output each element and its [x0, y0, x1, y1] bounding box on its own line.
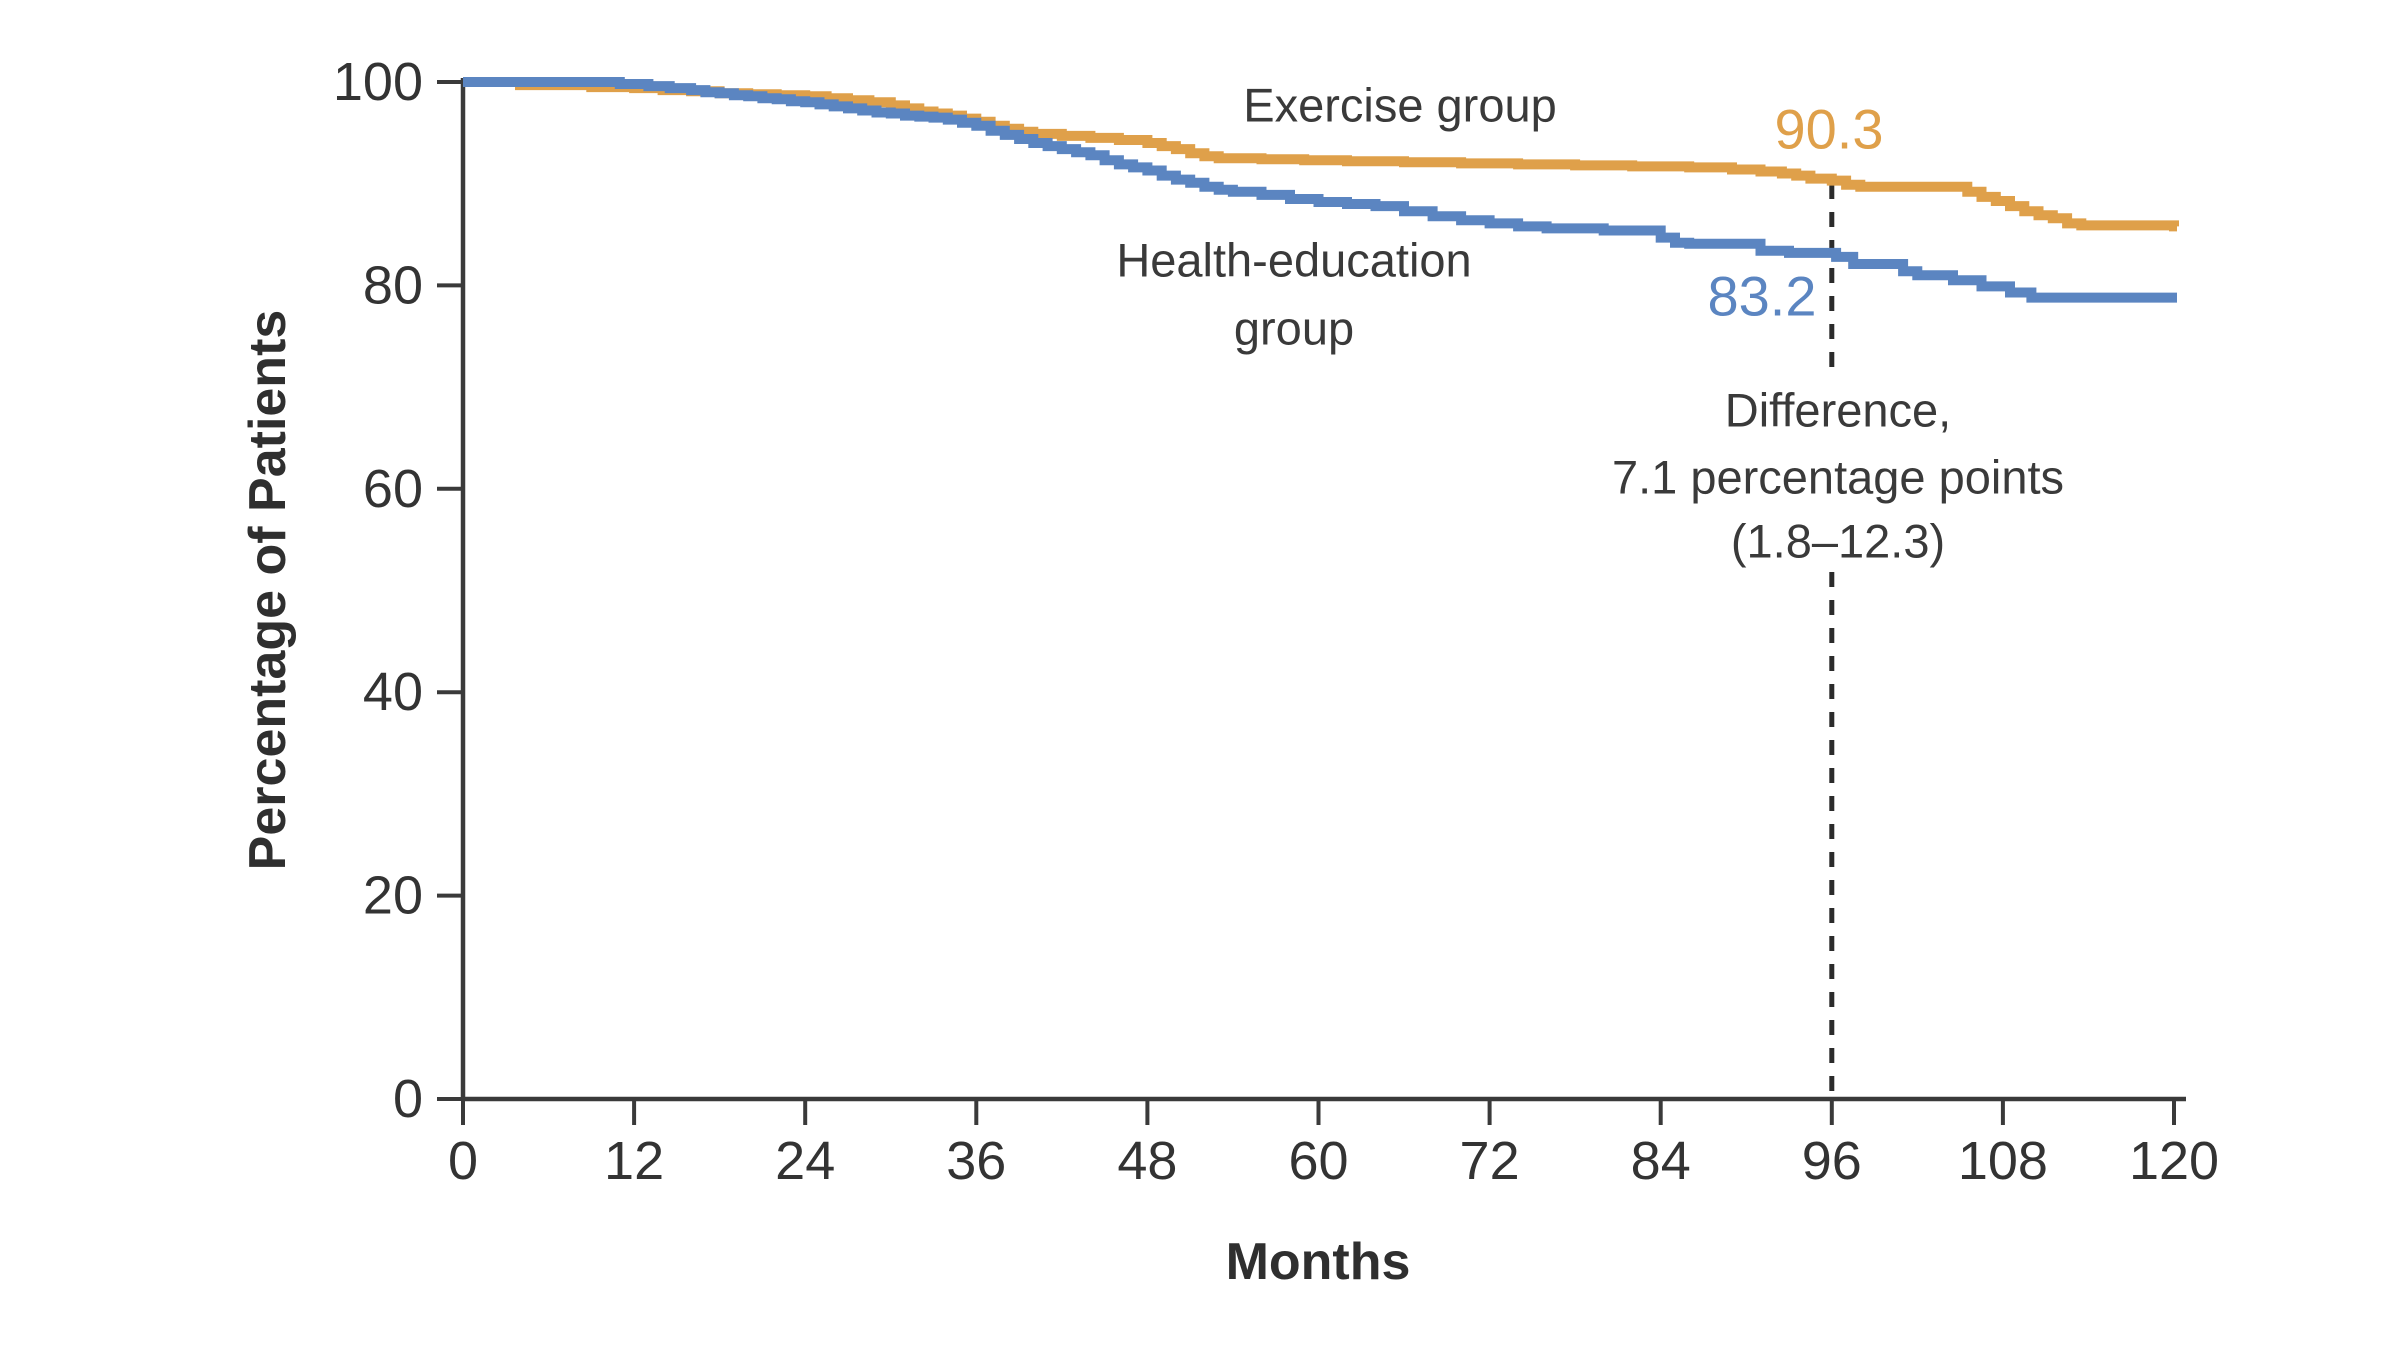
x-tick-label: 0	[448, 1131, 478, 1191]
health-education-value-label: 83.2	[1708, 265, 1817, 328]
y-axis-title: Percentage of Patients	[239, 310, 297, 871]
y-tick-label: 20	[363, 866, 423, 926]
y-tick-label: 80	[363, 255, 423, 315]
tick-marks-and-labels: 0 20 40 60 80 100 0 12 24 36 48 60 72 84 96 108 120	[333, 52, 2219, 1191]
difference-annotation-line2: 7.1 percentage points	[1612, 451, 2064, 504]
exercise-value-label: 90.3	[1775, 98, 1884, 161]
y-tick-label: 100	[333, 52, 423, 112]
x-tick-label: 36	[946, 1131, 1006, 1191]
health-education-group-curve	[463, 77, 2177, 303]
difference-annotation-line1: Difference,	[1725, 384, 1951, 437]
x-tick-label: 84	[1631, 1131, 1691, 1191]
x-axis-title: Months	[1226, 1233, 1411, 1291]
x-tick-label: 48	[1117, 1131, 1177, 1191]
health-education-group-label-line2: group	[1234, 302, 1354, 355]
difference-annotation-line3: (1.8–12.3)	[1731, 515, 1945, 568]
axes	[460, 78, 2186, 1102]
y-tick-label: 60	[363, 459, 423, 519]
x-tick-label: 60	[1288, 1131, 1348, 1191]
x-tick-label: 108	[1958, 1131, 2048, 1191]
x-tick-label: 72	[1460, 1131, 1520, 1191]
x-tick-label: 24	[775, 1131, 835, 1191]
exercise-group-label: Exercise group	[1243, 79, 1557, 132]
y-tick-label: 40	[363, 662, 423, 722]
x-tick-label: 120	[2129, 1131, 2219, 1191]
exercise-group-curve	[463, 77, 2179, 232]
x-tick-label: 12	[604, 1131, 664, 1191]
y-tick-label: 0	[393, 1069, 423, 1129]
health-education-group-label-line1: Health-education	[1116, 234, 1471, 287]
x-tick-label: 96	[1802, 1131, 1862, 1191]
